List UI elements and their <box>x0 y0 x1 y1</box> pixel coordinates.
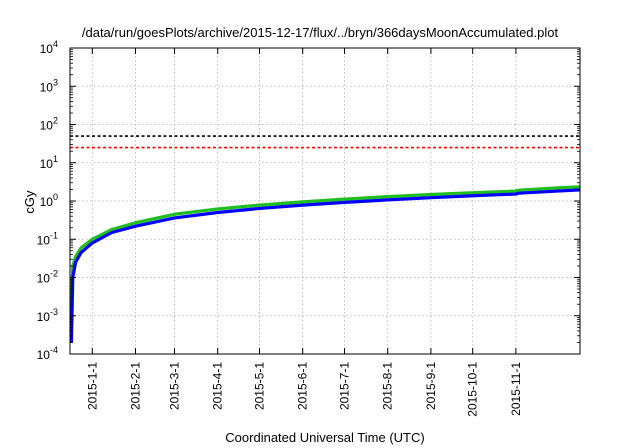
y-tick-label: 10-3 <box>37 307 58 324</box>
series-line <box>69 185 581 310</box>
x-axis-label: Coordinated Universal Time (UTC) <box>225 430 424 445</box>
x-axis: 2015-1-1 2015-2-1 2015-3-1 2015-4-1 2015-5-1… <box>85 48 523 417</box>
y-tick-label: 101 <box>40 154 58 171</box>
x-tick-label: 2015-11-1 <box>509 362 523 416</box>
y-tick-label: 10-1 <box>37 230 58 247</box>
x-tick-label: 2015-7-1 <box>338 362 352 410</box>
x-tick-label: 2015-3-1 <box>168 362 182 410</box>
x-tick-label: 2015-8-1 <box>381 362 395 410</box>
y-tick-label: 10-4 <box>37 345 58 362</box>
y-tick-label: 102 <box>40 116 58 133</box>
x-tick-label: 2015-9-1 <box>424 362 438 410</box>
x-tick-label: 2015-10-1 <box>466 362 480 417</box>
x-tick-label: 2015-4-1 <box>211 362 225 410</box>
series-line <box>69 188 581 343</box>
y-axis-label: cGy <box>22 190 37 214</box>
y-tick-label: 103 <box>40 77 58 94</box>
y-tick-label: 104 <box>40 39 58 56</box>
x-tick-label: 2015-6-1 <box>296 362 310 410</box>
x-tick-label: 2015-5-1 <box>253 362 267 410</box>
y-tick-label: 100 <box>40 192 58 209</box>
reference-lines <box>70 135 580 149</box>
x-tick-label: 2015-2-1 <box>128 362 142 410</box>
x-tick-label: 2015-1-1 <box>85 362 99 410</box>
series-lines <box>69 185 581 343</box>
y-tick-label: 10-2 <box>37 269 58 286</box>
chart-title: /data/run/goesPlots/archive/2015-12-17/f… <box>82 25 559 40</box>
y-axis: 10-4 10-3 10-2 10-1 100 101 102 103 104 <box>37 39 580 362</box>
